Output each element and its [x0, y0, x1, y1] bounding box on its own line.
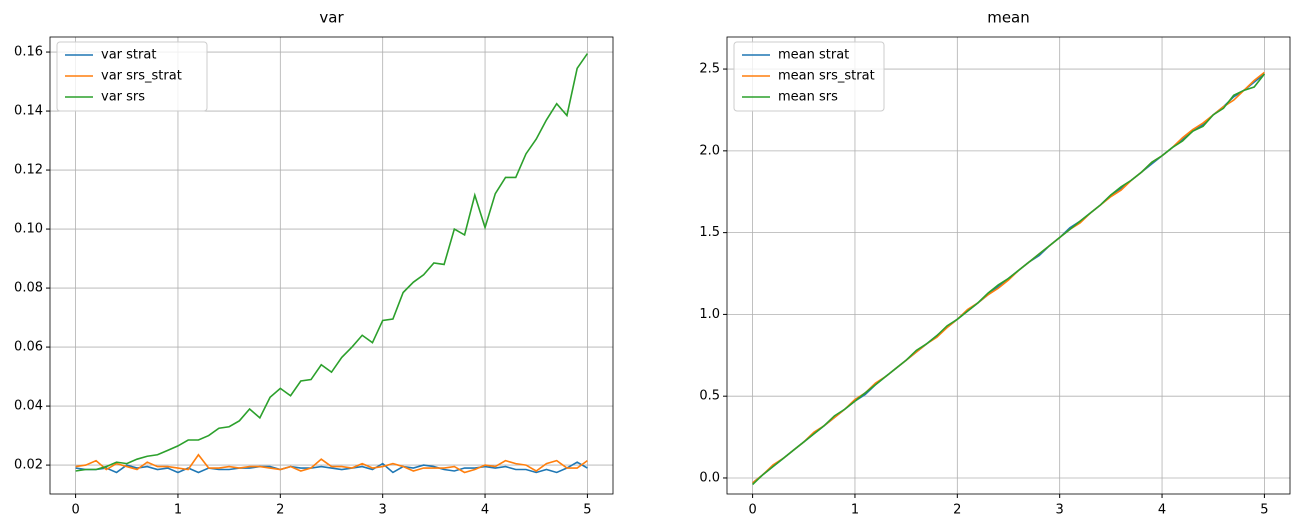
legend-box: [56, 41, 208, 112]
x-tick-label: 2: [276, 503, 284, 518]
y-tick-label: 0.04: [14, 399, 43, 414]
plot-area: [727, 37, 1290, 494]
y-tick-label: 0.16: [14, 45, 43, 60]
y-tick-label: 0.5: [699, 389, 720, 404]
x-tick-label: 5: [583, 503, 591, 518]
x-tick-label: 0: [748, 503, 756, 518]
chart-title: mean: [987, 9, 1030, 27]
data-line: [75, 453, 588, 474]
legend-box: [733, 41, 885, 112]
y-tick-label: 0.0: [699, 470, 720, 485]
legend-label: mean srs: [778, 90, 838, 105]
data-line: [75, 461, 588, 474]
axes-frame: [726, 36, 1291, 495]
y-tick-label: 1.5: [699, 225, 720, 240]
y-tick-label: 0.10: [14, 222, 43, 237]
x-tick-label: 3: [1056, 503, 1064, 518]
data-line: [752, 71, 1265, 484]
y-tick-label: 0.14: [14, 104, 43, 119]
x-tick-label: 5: [1260, 503, 1268, 518]
x-tick-label: 2: [953, 503, 961, 518]
legend-label: var strat: [101, 48, 156, 63]
x-tick-label: 1: [174, 503, 182, 518]
y-tick-label: 1.0: [699, 307, 720, 322]
axes-frame: [49, 36, 614, 495]
x-tick-label: 4: [1158, 503, 1166, 518]
data-line: [75, 53, 589, 472]
x-tick-label: 0: [71, 503, 79, 518]
legend-label: var srs_strat: [101, 69, 182, 84]
x-tick-label: 3: [379, 503, 387, 518]
plot-area: [50, 37, 613, 494]
y-tick-label: 0.12: [14, 163, 43, 178]
y-tick-label: 0.08: [14, 281, 43, 296]
chart-title: var: [319, 9, 344, 27]
data-line: [752, 73, 1266, 486]
y-tick-label: 2.0: [699, 143, 720, 158]
x-tick-label: 1: [851, 503, 859, 518]
y-tick-label: 2.5: [699, 62, 720, 77]
y-tick-label: 0.06: [14, 340, 43, 355]
legend-label: mean srs_strat: [778, 69, 875, 84]
x-tick-label: 4: [481, 503, 489, 518]
legend-label: var srs: [101, 90, 145, 105]
legend-label: mean strat: [778, 48, 849, 63]
y-tick-label: 0.02: [14, 458, 43, 473]
